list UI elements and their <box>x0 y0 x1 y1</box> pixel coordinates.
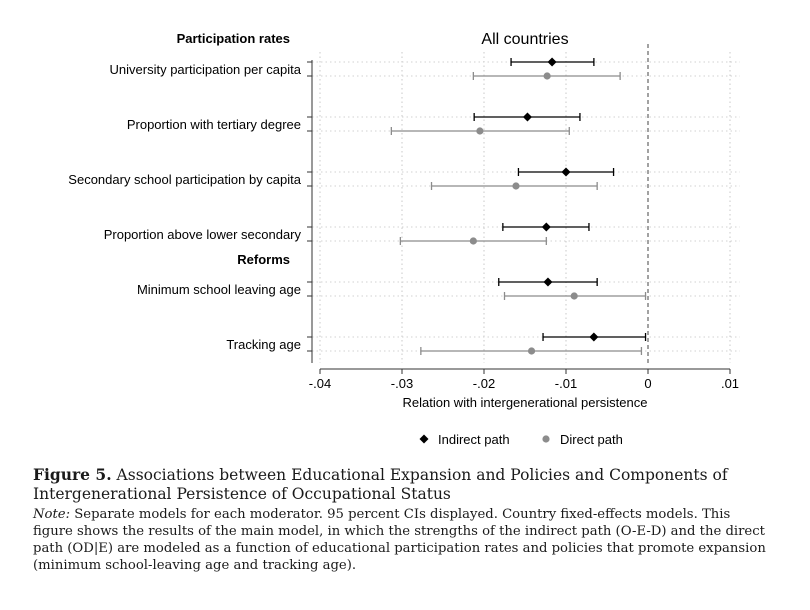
x-tick-label: -.04 <box>309 376 331 391</box>
category-labels: University participation per capita Propo… <box>68 62 301 352</box>
category-label: Secondary school participation by capita <box>68 172 301 187</box>
legend-circle-icon <box>542 435 550 443</box>
x-tick-label: -.02 <box>473 376 495 391</box>
estimate-circle <box>512 182 520 190</box>
legend: Indirect path Direct path <box>419 432 623 447</box>
figure-title-block: Figure 5. Associations between Education… <box>33 465 773 504</box>
legend-label: Indirect path <box>438 432 510 447</box>
category-label: University participation per capita <box>110 62 302 77</box>
x-tick-label: .01 <box>721 376 739 391</box>
estimate-diamond <box>589 332 599 342</box>
category-label: Tracking age <box>226 337 301 352</box>
estimate-circle <box>469 237 477 245</box>
category-label: Minimum school leaving age <box>137 282 301 297</box>
group-label: Participation rates <box>177 31 290 46</box>
estimate-diamond <box>522 112 532 122</box>
category-label: Proportion with tertiary degree <box>127 117 301 132</box>
estimate-circle <box>476 127 484 135</box>
gridlines <box>312 52 740 363</box>
note-text: Separate models for each moderator. 95 p… <box>33 507 766 573</box>
figure-label: Figure 5. <box>33 465 112 484</box>
chart-title: All countries <box>481 31 568 48</box>
legend-diamond-icon <box>419 434 429 444</box>
figure-caption: Figure 5. Associations between Education… <box>33 465 773 574</box>
x-tick-label: 0 <box>644 376 651 391</box>
group-labels: Participation rates Reforms <box>177 31 290 267</box>
estimate-diamond <box>547 57 557 67</box>
estimate-diamond <box>561 167 571 177</box>
estimate-diamond <box>541 222 551 232</box>
x-axis-label: Relation with intergenerational persiste… <box>403 395 648 410</box>
figure-note-block: Note: Separate models for each moderator… <box>33 506 773 574</box>
axes: -.04 -.03 -.02 -.01 0 .01 <box>307 44 739 391</box>
estimate-circle <box>543 72 551 80</box>
figure-title: Associations between Educational Expansi… <box>33 466 728 503</box>
data-marks <box>390 57 647 355</box>
x-tick-label: -.03 <box>391 376 413 391</box>
category-label: Proportion above lower secondary <box>104 227 302 242</box>
estimate-circle <box>527 347 536 355</box>
estimate-diamond <box>543 277 553 287</box>
x-tick-label: -.01 <box>555 376 577 391</box>
group-label: Reforms <box>237 252 290 267</box>
legend-label: Direct path <box>560 432 623 447</box>
coefficient-plot: All countries -.04 -.03 -.02 -.01 0 .01 Parti… <box>68 31 740 447</box>
estimate-circle <box>570 292 578 300</box>
note-label: Note: <box>33 507 71 522</box>
